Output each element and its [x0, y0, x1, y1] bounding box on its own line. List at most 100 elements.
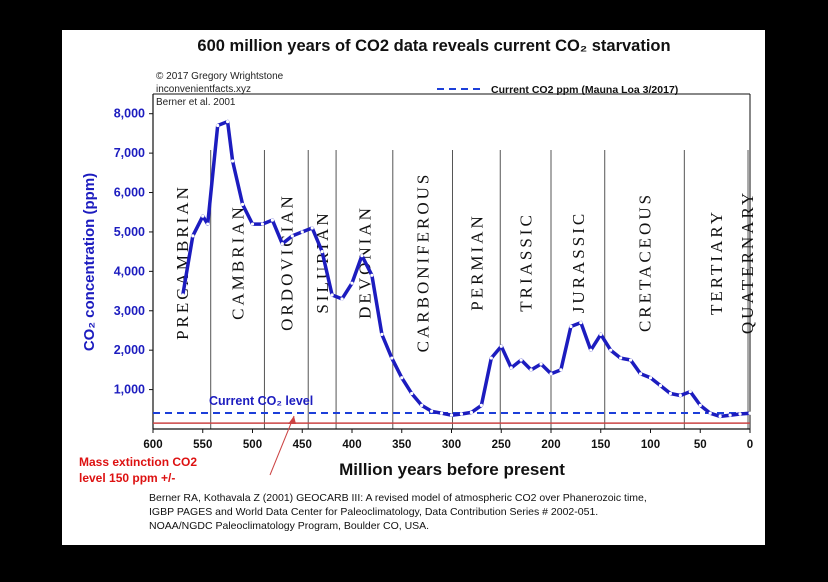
- data-point: [748, 411, 752, 415]
- data-point: [579, 320, 583, 325]
- y-ticks: 1,000 2,000 3,000 4,000 5,000 6,000 7,000 8,000: [114, 107, 153, 397]
- data-point: [718, 414, 722, 418]
- y-tick-label-7000: 7,000: [114, 146, 145, 160]
- data-point: [206, 222, 210, 226]
- data-point: [499, 344, 503, 348]
- data-point: [619, 356, 623, 360]
- data-point: [380, 332, 384, 337]
- x-tick-label-150: 150: [591, 439, 610, 451]
- data-point: [449, 413, 454, 417]
- period-label-cambrian: CAMBRIAN: [229, 204, 248, 320]
- period-boundaries: [210, 150, 749, 429]
- y-tick-label-5000: 5,000: [114, 225, 145, 239]
- data-point: [688, 389, 692, 394]
- x-tick-label-200: 200: [541, 439, 560, 451]
- data-point: [638, 372, 643, 376]
- data-point: [360, 253, 364, 258]
- x-axis-label: Million years before present: [339, 460, 565, 479]
- source-line-1: Berner RA, Kothavala Z (2001) GEOCARB II…: [149, 492, 647, 504]
- chart-title: 600 million years of CO2 data reveals cu…: [197, 37, 670, 55]
- source-line-2: IGBP PAGES and World Data Center for Pal…: [149, 506, 598, 518]
- y-axis-label: CO₂ concentration (ppm): [81, 173, 98, 351]
- data-point: [310, 226, 314, 230]
- extinction-label-2: level 150 ppm +/-: [79, 471, 175, 485]
- period-label-cretaceous: CRETACEOUS: [636, 192, 655, 332]
- data-point: [489, 356, 493, 360]
- extinction-arrow: [269, 415, 295, 476]
- y-tick-label-3000: 3,000: [114, 304, 145, 318]
- data-point: [201, 214, 205, 218]
- data-point: [250, 222, 255, 226]
- data-point: [728, 413, 732, 417]
- data-point: [181, 293, 185, 297]
- data-point: [430, 409, 434, 413]
- x-tick-label-300: 300: [442, 439, 461, 451]
- data-point: [350, 281, 354, 285]
- current-level-label: Current CO₂ level: [209, 394, 313, 408]
- period-label-jurassic: JURASSIC: [569, 211, 588, 313]
- credit-line-3: Berner et al. 2001: [156, 97, 236, 108]
- data-point: [698, 403, 702, 407]
- x-tick-label-550: 550: [193, 439, 212, 451]
- data-point: [678, 393, 682, 398]
- period-labels: PRECAMBRIAN CAMBRIAN ORDOVICIAN SILURIAN DEV…: [173, 172, 757, 353]
- data-point: [708, 411, 712, 415]
- data-point: [240, 202, 245, 206]
- data-point: [390, 356, 394, 360]
- credit-line-1: © 2017 Gregory Wrightstone: [156, 71, 284, 82]
- x-tick-label-0: 0: [747, 439, 753, 451]
- x-tick-label-600: 600: [143, 439, 162, 451]
- x-tick-label-400: 400: [342, 439, 361, 451]
- y-tick-label-1000: 1,000: [114, 383, 145, 397]
- data-point: [648, 376, 653, 380]
- data-point: [280, 242, 284, 246]
- data-point: [629, 358, 633, 362]
- period-label-triassic: TRIASSIC: [517, 212, 536, 312]
- data-point: [459, 412, 464, 416]
- data-point: [549, 372, 553, 376]
- data-point: [260, 222, 265, 226]
- chart-frame: 600 million years of CO2 data reveals cu…: [62, 30, 765, 545]
- period-label-permian: PERMIAN: [467, 213, 486, 311]
- data-point: [469, 410, 473, 415]
- x-ticks: 600 550 500 450 400 350 300 250 200 150 100 50 0: [143, 429, 753, 451]
- y-tick-label-4000: 4,000: [114, 264, 145, 278]
- period-label-carboniferous: CARBONIFEROUS: [414, 172, 433, 353]
- data-point: [479, 403, 483, 407]
- data-point: [439, 411, 444, 415]
- data-point: [216, 123, 220, 128]
- data-point: [539, 362, 543, 366]
- period-label-ordovician: ORDOVICIAN: [277, 193, 296, 331]
- source-line-3: NOAA/NGDC Paleoclimatology Program, Boul…: [149, 520, 429, 532]
- data-point: [300, 230, 304, 234]
- period-label-silurian: SILURIAN: [313, 210, 332, 313]
- y-tick-label-8000: 8,000: [114, 107, 145, 121]
- x-tick-label-100: 100: [641, 439, 660, 451]
- y-tick-label-2000: 2,000: [114, 343, 145, 357]
- credit-line-2: inconvenientfacts.xyz: [156, 84, 251, 95]
- data-point: [599, 332, 603, 337]
- period-label-quaternary: QUATERNARY: [738, 190, 757, 334]
- legend-label: Current CO2 ppm (Mauna Loa 3/2017): [491, 84, 678, 96]
- data-point: [400, 376, 404, 380]
- data-point: [658, 384, 663, 388]
- data-point: [738, 412, 742, 416]
- data-point: [330, 293, 334, 297]
- data-point: [226, 119, 230, 124]
- period-label-precambrian: PRECAMBRIAN: [173, 184, 192, 340]
- x-tick-label-350: 350: [392, 439, 411, 451]
- data-point: [529, 368, 533, 372]
- data-point: [320, 250, 324, 254]
- data-point: [270, 218, 274, 222]
- data-point: [509, 366, 513, 370]
- co2-chart: 600 million years of CO2 data reveals cu…: [79, 37, 757, 532]
- data-point: [420, 403, 424, 407]
- period-label-tertiary: TERTIARY: [707, 209, 726, 315]
- data-point: [559, 368, 563, 372]
- data-point: [231, 159, 235, 163]
- data-point: [290, 234, 294, 238]
- data-point: [609, 348, 613, 352]
- data-point: [569, 324, 573, 329]
- x-tick-label-250: 250: [492, 439, 511, 451]
- data-point: [519, 358, 523, 362]
